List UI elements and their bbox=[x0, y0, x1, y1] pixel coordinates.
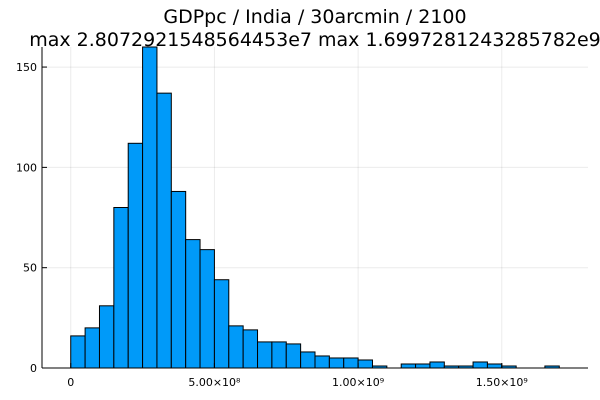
histogram-bar-1 bbox=[84, 327, 100, 369]
axis-layer bbox=[41, 47, 588, 369]
x-tick-label-1: 5.00×10⁸ bbox=[188, 376, 241, 389]
histogram-bar-25 bbox=[429, 361, 445, 369]
histogram-bar-18 bbox=[328, 357, 345, 369]
chart-title: GDPpc / India / 30arcmin / 2100 bbox=[163, 6, 466, 28]
histogram-bar-8 bbox=[185, 239, 201, 369]
histogram-bar-10 bbox=[213, 279, 230, 369]
y-tick-label-2: 100 bbox=[16, 161, 37, 174]
histogram-bar-17 bbox=[314, 355, 330, 369]
y-tick-label-1: 50 bbox=[23, 262, 37, 275]
histogram-bar-7 bbox=[170, 190, 187, 369]
y-tick-label-0: 0 bbox=[30, 362, 37, 375]
histogram-bar-14 bbox=[271, 341, 287, 369]
histogram-bar-19 bbox=[343, 357, 359, 369]
histogram-bar-16 bbox=[300, 351, 316, 369]
x-tick-label-0: 0 bbox=[67, 376, 74, 389]
chart-subtitle: max 2.8072921548564453e7 max 1.699728124… bbox=[29, 29, 600, 51]
histogram-bar-15 bbox=[285, 343, 302, 369]
histogram-bar-12 bbox=[242, 329, 259, 369]
histogram-bar-23 bbox=[400, 363, 417, 369]
histogram-bar-28 bbox=[472, 361, 488, 369]
y-tick-label-3: 150 bbox=[16, 61, 37, 74]
tick-layer: 0 50 100 150 0 5.00×10⁸ 1.00×10⁹ 1.50×10⁹ bbox=[16, 61, 528, 389]
histogram-bar-29 bbox=[486, 363, 503, 369]
x-tick-label-3: 1.50×10⁹ bbox=[476, 376, 528, 389]
histogram-bar-24 bbox=[415, 363, 431, 369]
bar-layer bbox=[70, 46, 560, 369]
x-tick-label-2: 1.00×10⁹ bbox=[332, 376, 384, 389]
histogram-bar-13 bbox=[257, 341, 273, 369]
histogram-bar-2 bbox=[98, 305, 115, 369]
histogram-bar-11 bbox=[228, 325, 244, 369]
histogram-bar-5 bbox=[142, 46, 158, 369]
histogram-bar-9 bbox=[199, 249, 215, 369]
histogram-bar-6 bbox=[156, 92, 172, 369]
histogram-bar-20 bbox=[357, 359, 373, 369]
histogram-bar-0 bbox=[70, 335, 86, 369]
histogram-bar-3 bbox=[113, 207, 129, 369]
histogram-bar-4 bbox=[127, 142, 144, 369]
